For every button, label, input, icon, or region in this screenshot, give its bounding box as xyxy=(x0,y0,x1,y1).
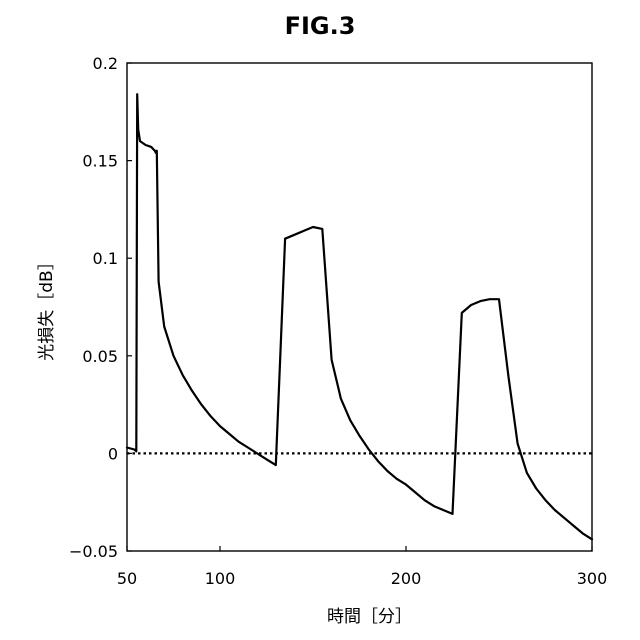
series-line xyxy=(127,94,592,539)
y-tick-label: 0.15 xyxy=(82,152,118,171)
y-tick-label: −0.05 xyxy=(69,542,118,561)
chart-axes xyxy=(127,63,592,551)
y-axis-title: 光損失［dB］ xyxy=(37,253,57,360)
chart-ticks xyxy=(127,63,592,551)
x-tick-label: 200 xyxy=(391,569,422,588)
y-tick-label: 0 xyxy=(108,444,118,463)
y-tick-label: 0.05 xyxy=(82,347,118,366)
chart-series xyxy=(127,94,592,539)
x-tick-label: 300 xyxy=(577,569,608,588)
plot-frame xyxy=(127,63,592,551)
x-tick-label: 100 xyxy=(205,569,236,588)
chart-labels: −0.05 0 0.05 0.1 0.15 0.2 50 100 200 300 時間［分］ 光損失［… xyxy=(37,54,607,627)
y-tick-label: 0.2 xyxy=(93,54,118,73)
x-axis-title: 時間［分］ xyxy=(327,607,412,627)
x-tick-label: 50 xyxy=(117,569,137,588)
y-tick-label: 0.1 xyxy=(93,249,118,268)
